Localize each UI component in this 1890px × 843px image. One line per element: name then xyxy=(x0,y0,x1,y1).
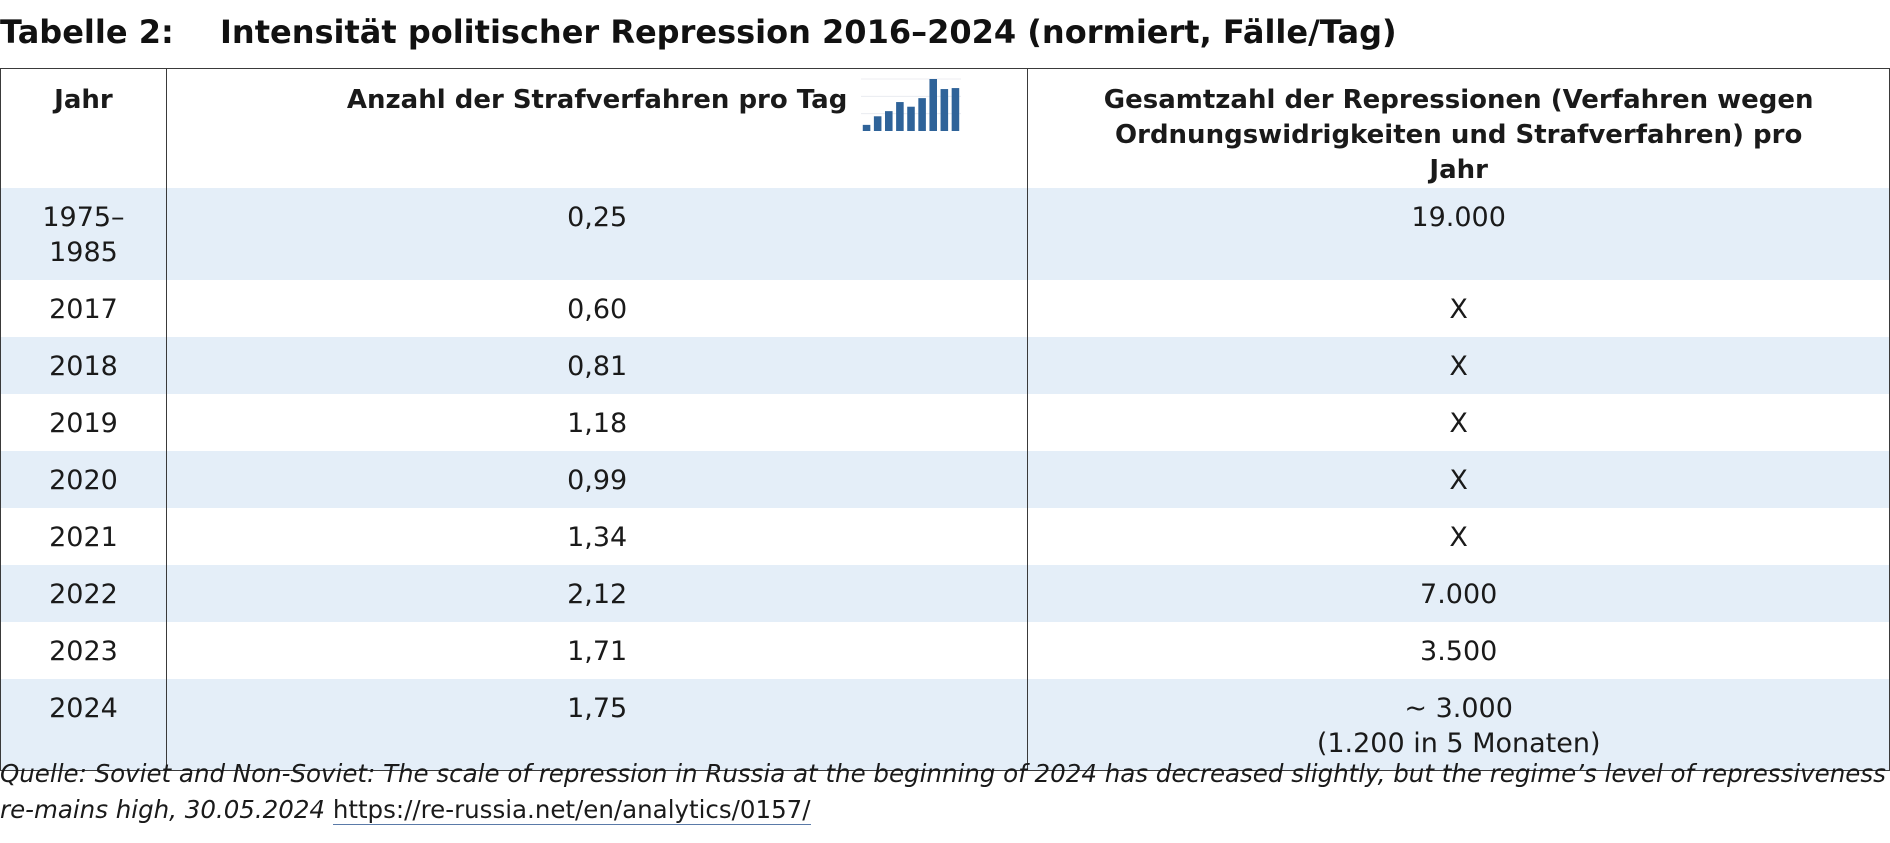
cell-total: X xyxy=(1027,508,1890,565)
cell-year: 2018 xyxy=(0,337,167,394)
chart-bar xyxy=(918,98,927,131)
header-cases-per-day: Anzahl der Strafverfahren pro Tag xyxy=(165,68,1028,188)
table-row: 2017 0,60 X xyxy=(1,280,1890,337)
cell-total: 3.500 xyxy=(1027,622,1890,679)
cell-cases: 0,81 xyxy=(165,337,1028,394)
cell-cases: 0,25 xyxy=(165,188,1028,280)
cell-total: X xyxy=(1027,451,1890,508)
table-row: 1975– 1985 0,25 19.000 xyxy=(0,188,1890,280)
cell-cases: 2,12 xyxy=(165,565,1028,622)
cell-total: ~ 3.000 (1.200 in 5 Monaten) xyxy=(1027,679,1890,770)
cell-year: 2017 xyxy=(49,294,118,325)
table-number: Tabelle 2: xyxy=(0,13,174,51)
cell-total: 7.000 xyxy=(1027,565,1890,622)
cell-cases: 0,99 xyxy=(165,451,1028,508)
cell-total: X xyxy=(1027,337,1890,394)
chart-bar xyxy=(863,124,871,131)
header-year: Jahr xyxy=(0,68,167,188)
table-row: 2019 1,18 X xyxy=(1,394,1890,451)
chart-bar xyxy=(907,106,916,131)
cell-year: 2022 xyxy=(0,565,167,622)
chart-bar xyxy=(929,79,938,131)
source-link[interactable]: https://re-russia.net/en/analytics/0157/ xyxy=(332,795,811,825)
table-row: 2020 0,99 X xyxy=(0,451,1890,508)
chart-bar xyxy=(874,116,882,131)
mini-bar-chart xyxy=(861,78,962,131)
year-line1: 1975– xyxy=(42,202,125,233)
cell-cases: 1,34 xyxy=(165,508,1028,565)
source-note: Quelle: Soviet and Non-Soviet: The scale… xyxy=(0,756,1890,828)
cell-year: 2024 xyxy=(0,679,167,770)
cell-total: 19.000 xyxy=(1027,188,1890,280)
table-row: 2021 1,34 X xyxy=(1,508,1890,565)
cell-cases: 1,75 xyxy=(165,679,1028,770)
chart-bar xyxy=(896,102,905,131)
table-row: 2023 1,71 3.500 xyxy=(1,622,1890,679)
table-row: 2024 1,75 ~ 3.000 (1.200 in 5 Monaten) xyxy=(0,679,1890,770)
cell-year: 2023 xyxy=(49,636,118,667)
cell-year: 2020 xyxy=(0,451,167,508)
table-header-row: Jahr Anzahl der Strafverfahren pro Tag G… xyxy=(0,68,1890,188)
total-line2: (1.200 in 5 Monaten) xyxy=(1316,728,1601,759)
header-total: Gesamtzahl der Repressionen (Verfahren w… xyxy=(1027,68,1890,188)
table-title: Tabelle 2: Intensität politischer Repress… xyxy=(0,6,1397,58)
cell-cases: 1,71 xyxy=(165,622,1028,679)
chart-bar xyxy=(885,111,893,131)
table-caption: Intensität politischer Repression 2016–2… xyxy=(220,13,1397,51)
cell-year: 2021 xyxy=(49,522,118,553)
cell-cases: 1,18 xyxy=(165,394,1028,451)
cell-total: X xyxy=(1027,394,1890,451)
chart-bar xyxy=(952,88,960,131)
chart-bar xyxy=(940,89,949,131)
cell-total: X xyxy=(1027,280,1890,337)
repression-table: Jahr Anzahl der Strafverfahren pro Tag G… xyxy=(0,68,1890,771)
source-text: Quelle: Soviet and Non-Soviet: The scale… xyxy=(0,759,1886,824)
year-line2: 1985 xyxy=(49,237,118,268)
cell-year: 2019 xyxy=(49,408,118,439)
table-row: 2022 2,12 7.000 xyxy=(0,565,1890,622)
cell-year: 1975– 1985 xyxy=(0,188,167,280)
cell-cases: 0,60 xyxy=(165,280,1028,337)
table-row: 2018 0,81 X xyxy=(0,337,1890,394)
total-line1: ~ 3.000 xyxy=(1404,693,1513,724)
header-cases-label: Anzahl der Strafverfahren pro Tag xyxy=(346,85,848,115)
